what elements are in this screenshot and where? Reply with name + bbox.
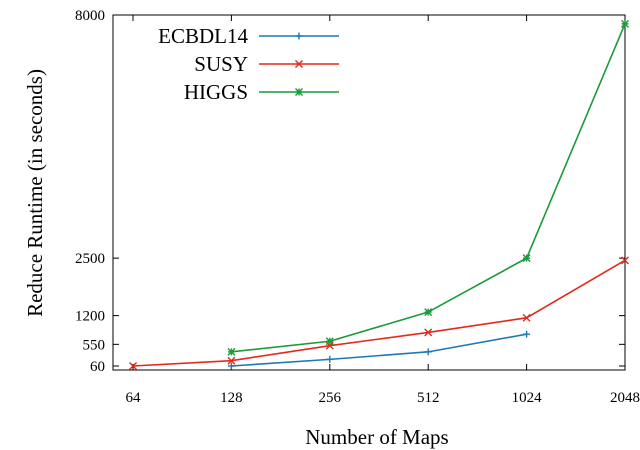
data-point-ecbdl14 (326, 355, 334, 363)
x-tick-label: 64 (126, 390, 142, 406)
series-line-higgs (231, 23, 626, 353)
data-point-ecbdl14 (227, 362, 235, 370)
y-tick-label: 550 (83, 337, 106, 353)
data-point-susy (621, 256, 629, 265)
x-tick-label: 128 (220, 390, 243, 406)
data-point-higgs (325, 337, 334, 346)
plot-frame (112, 14, 626, 371)
x-ticks: 64 128 256 512 1024 2048 (126, 15, 640, 406)
legend: ECBDL14 SUSY HIGGS (158, 24, 339, 104)
legend-label-susy: SUSY (194, 52, 248, 76)
data-point-ecbdl14 (424, 348, 432, 356)
y-tick-label: 60 (90, 359, 105, 375)
legend-label-higgs: HIGGS (184, 80, 248, 104)
y-tick-label: 2500 (75, 251, 105, 267)
data-point-higgs (424, 308, 433, 317)
data-point-susy (227, 356, 236, 365)
y-axis-label: Reduce Runtime (in seconds) (23, 69, 47, 317)
y-ticks: 60 550 1200 2500 8000 (75, 8, 625, 375)
data-point-higgs (522, 254, 531, 263)
x-tick-label: 256 (319, 390, 342, 406)
legend-marker-ecbdl14 (295, 32, 303, 40)
x-tick-label: 1024 (512, 390, 543, 406)
series-layer (129, 19, 629, 370)
x-tick-label: 2048 (610, 390, 640, 406)
series-line-susy (132, 259, 626, 367)
data-point-ecbdl14 (523, 330, 531, 338)
x-tick-label: 512 (417, 390, 440, 406)
y-tick-label: 1200 (75, 309, 105, 325)
legend-marker-susy (295, 60, 303, 68)
data-point-susy (522, 313, 531, 322)
x-axis-label: Number of Maps (305, 425, 448, 449)
series-line-ecbdl14 (231, 333, 527, 367)
data-point-susy (424, 328, 433, 337)
data-point-susy (129, 362, 137, 370)
data-point-higgs (621, 19, 629, 28)
data-point-higgs (227, 347, 236, 356)
legend-marker-higgs (295, 88, 303, 96)
y-tick-label: 8000 (75, 8, 105, 24)
legend-label-ecbdl14: ECBDL14 (158, 24, 248, 48)
